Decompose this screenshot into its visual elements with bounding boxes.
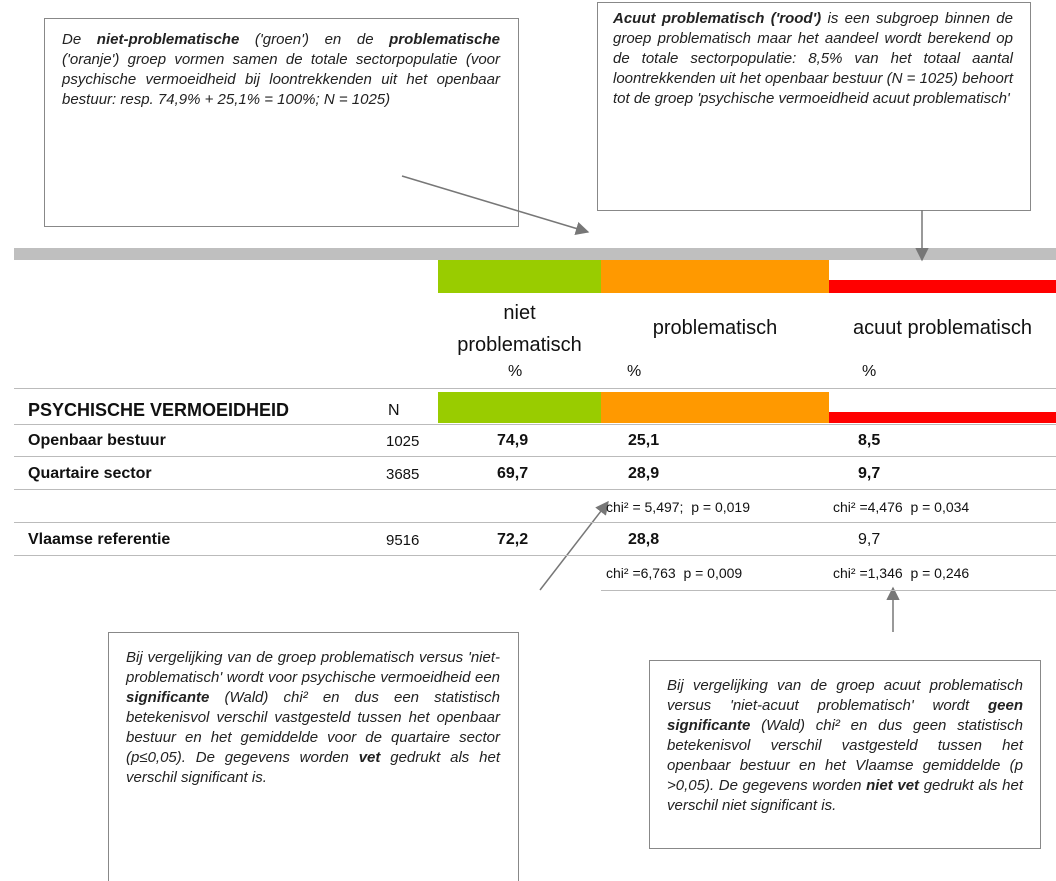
callout: Bij vergelijking van de groep acuut prob… [667,676,1023,816]
color-bar [438,260,601,293]
unit-label: % [862,363,877,380]
column-header: acuut problematisch [853,317,1032,339]
callout: De niet-problematische ('groen') en de p… [62,30,500,110]
column-header: niet problematisch [457,302,582,356]
row-n: 1025 [386,433,420,450]
row-value: 9,7 [858,531,881,548]
rules [14,388,1056,591]
callout-text: geen significante [667,697,1023,734]
callout-text: (Wald) chi² en dus een statistisch betek… [126,689,500,766]
callout-text: significante [126,689,210,706]
color-bar [601,260,829,293]
unit-label: % [508,363,523,380]
callout-text: Bij vergelijking van de groep acuut prob… [667,677,1023,714]
section-label: PSYCHISCHE VERMOEIDHEID [28,400,290,420]
row-value: 28,8 [628,531,660,548]
row-value: 74,9 [497,432,529,449]
row-value: 25,1 [628,432,660,449]
callout-text: problematische [389,31,501,48]
row-value: 69,7 [497,465,529,482]
row-value: 28,9 [628,465,660,482]
arrow [401,175,590,235]
callout: Bij vergelijking van de groep problemati… [126,648,500,788]
color-bar [601,392,829,423]
callout-text: Acuut problematisch ('rood') [613,10,822,27]
color-bar [438,392,601,423]
column-header: problematisch [652,317,778,339]
callout-box [649,660,1041,849]
callout-text: ('oranje') groep vormen samen de totale … [62,51,500,108]
row-label: Quartaire sector [28,465,152,482]
arrow [539,500,609,591]
callout-text: niet vet [866,777,920,794]
row-n: 9516 [386,532,420,549]
callout-box [44,18,519,227]
callout-text: De [62,31,97,48]
callout: Acuut problematisch ('rood') is een subg… [613,9,1013,109]
test-result: chi² = 5,497; p = 0,019 [606,499,750,515]
unit-label: % [627,363,642,380]
color-bar [829,280,1056,293]
n-label: N [388,402,400,419]
color-bar [829,412,1056,423]
test-result: chi² =1,346 p = 0,246 [833,565,970,581]
row-label: Vlaamse referentie [28,531,171,548]
row-value: 72,2 [497,531,529,548]
callout-text: vet [358,749,381,766]
test-result: chi² =4,476 p = 0,034 [833,499,970,515]
callout-box [597,2,1031,211]
test-result: chi² =6,763 p = 0,009 [606,565,743,581]
callout-text: is een subgroep binnen de groep problema… [613,10,1013,107]
callout-text: (Wald) chi² en dus geen statistisch bete… [667,717,1023,794]
row-value: 9,7 [858,465,881,482]
callout-text: gedrukt als het verschil niet significan… [667,777,1024,814]
gray-band [14,248,1056,260]
callout-text: gedrukt als het verschil significant is. [126,749,500,786]
callout-text: ('groen') en de [239,31,390,48]
row-label: Openbaar bestuur [28,432,166,449]
row-n: 3685 [386,466,420,483]
row-value: 8,5 [858,432,881,449]
callout-box [108,632,519,881]
callout-text: niet-problematische [96,31,240,48]
callout-text: Bij vergelijking van de groep problemati… [126,649,500,686]
